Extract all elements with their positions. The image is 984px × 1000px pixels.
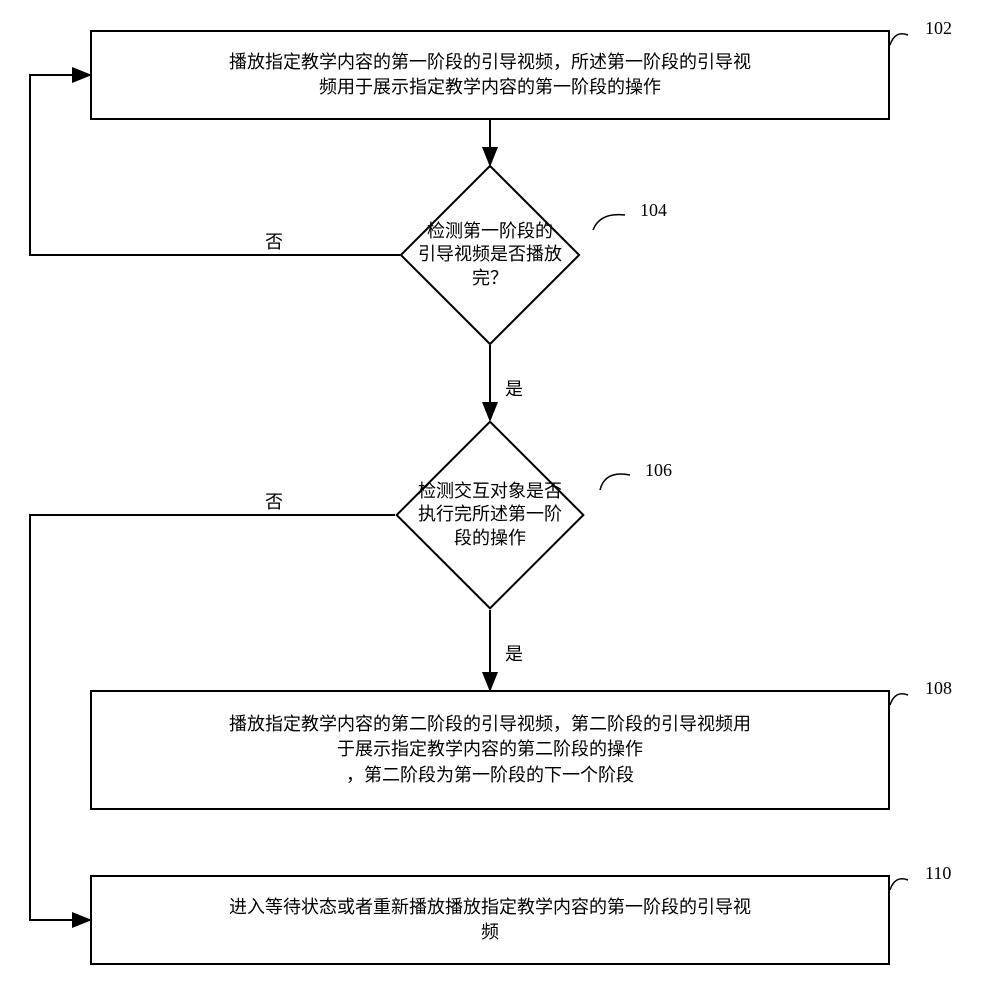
ref-110: 110: [925, 863, 951, 884]
decision-104: 检测第一阶段的引导视频是否播放完？: [400, 165, 580, 345]
process-102-text: 播放指定教学内容的第一阶段的引导视频，所述第一阶段的引导视频用于展示指定教学内容…: [229, 50, 751, 100]
decision-104-text: 检测第一阶段的引导视频是否播放完？: [390, 220, 590, 290]
ref-106: 106: [645, 460, 672, 481]
process-110: 进入等待状态或者重新播放播放指定教学内容的第一阶段的引导视频: [90, 875, 890, 965]
ref-102: 102: [925, 18, 952, 39]
label-104-no: 否: [265, 228, 283, 254]
process-108: 播放指定教学内容的第二阶段的引导视频，第二阶段的引导视频用于展示指定教学内容的第…: [90, 690, 890, 810]
process-102: 播放指定教学内容的第一阶段的引导视频，所述第一阶段的引导视频用于展示指定教学内容…: [90, 30, 890, 120]
label-104-yes: 是: [505, 375, 523, 401]
ref-104: 104: [640, 200, 667, 221]
decision-106: 检测交互对象是否执行完所述第一阶段的操作: [395, 420, 585, 610]
decision-106-text: 检测交互对象是否执行完所述第一阶段的操作: [390, 480, 590, 550]
process-108-text: 播放指定教学内容的第二阶段的引导视频，第二阶段的引导视频用于展示指定教学内容的第…: [229, 712, 751, 788]
label-106-yes: 是: [505, 640, 523, 666]
flowchart-canvas: 播放指定教学内容的第一阶段的引导视频，所述第一阶段的引导视频用于展示指定教学内容…: [0, 0, 984, 1000]
ref-108: 108: [925, 678, 952, 699]
label-106-no: 否: [265, 488, 283, 514]
process-110-text: 进入等待状态或者重新播放播放指定教学内容的第一阶段的引导视频: [229, 895, 751, 945]
